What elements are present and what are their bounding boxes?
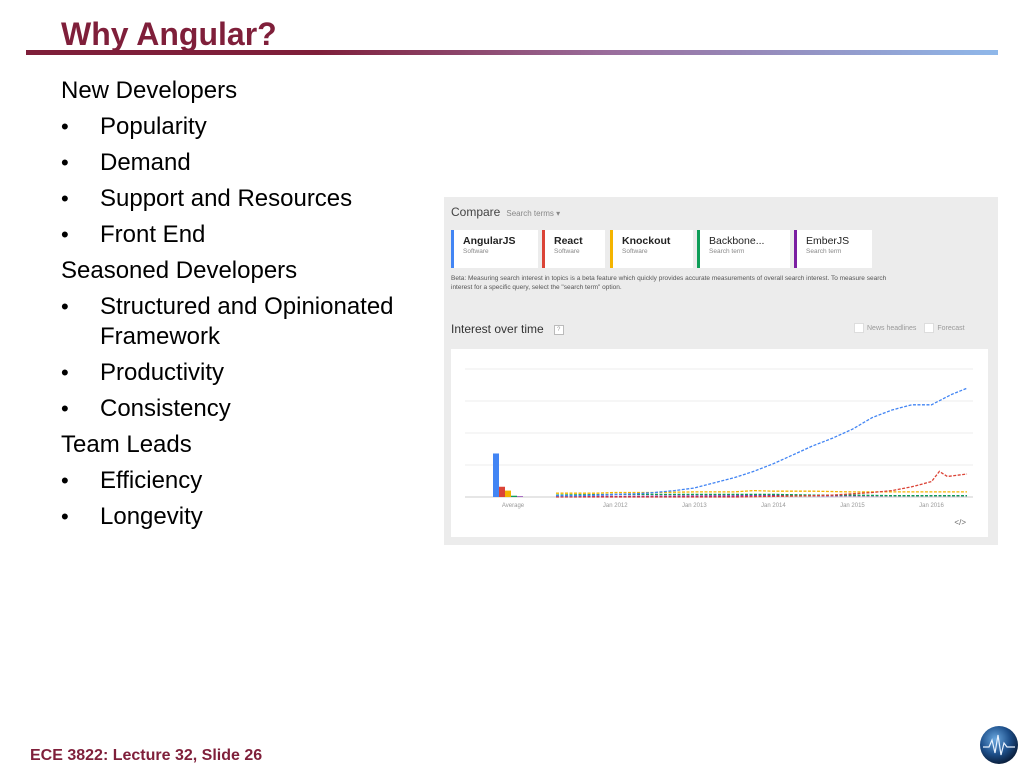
bullet-item: • Structured and Opinionated Framework xyxy=(61,292,441,352)
group-heading: Team Leads xyxy=(61,431,192,458)
term-type: Search term xyxy=(709,248,745,255)
bullet-item: • Longevity xyxy=(61,502,441,532)
beta-note: Beta: Measuring search interest in topic… xyxy=(451,275,887,291)
term-name: React xyxy=(554,235,583,247)
bullet-dot-icon: • xyxy=(61,504,69,529)
term-card-knockout[interactable]: Knockout Software xyxy=(610,230,693,268)
term-name: Knockout xyxy=(622,235,671,247)
group-heading: New Developers xyxy=(61,77,238,104)
title-underline xyxy=(26,50,998,55)
globe-logo-icon xyxy=(980,726,1018,764)
forecast-checkbox[interactable] xyxy=(924,323,935,333)
search-terms-dropdown[interactable]: Search terms ▾ xyxy=(506,209,561,218)
bullet-item: • Support and Resources xyxy=(61,184,441,214)
bullet-text: Front End xyxy=(100,221,206,248)
series-line-react xyxy=(556,470,968,498)
interest-chart-svg: Average Jan 2012 Jan 2013 Jan 2014 Jan 2015 J… xyxy=(465,368,973,509)
bullet-text: Support and Resources xyxy=(100,185,353,212)
bullet-dot-icon: • xyxy=(61,114,69,139)
bullet-item: • Demand xyxy=(61,148,441,178)
term-type: Software xyxy=(622,248,648,255)
compare-label: Compare xyxy=(451,205,501,219)
embed-code-icon[interactable]: </> xyxy=(954,518,966,527)
x-tick-label: Jan 2016 xyxy=(919,503,944,509)
term-type: Search term xyxy=(806,248,842,255)
term-card-backbone[interactable]: Backbone... Search term xyxy=(697,230,790,268)
term-name: Backbone... xyxy=(709,235,765,247)
term-type: Software xyxy=(463,248,489,255)
bullet-dot-icon: • xyxy=(61,150,69,175)
bullet-item: • Consistency xyxy=(61,394,441,424)
series-line-angularjs xyxy=(556,387,968,497)
bullet-dot-icon: • xyxy=(61,222,69,247)
bullet-dot-icon: • xyxy=(61,468,69,493)
x-tick-label: Jan 2015 xyxy=(840,503,865,509)
bullet-dot-icon: • xyxy=(61,360,69,385)
group-heading: Seasoned Developers xyxy=(61,257,298,284)
bullet-item: • Popularity xyxy=(61,112,441,142)
average-bar-react xyxy=(499,486,505,497)
interest-title: Interest over time xyxy=(451,322,544,336)
interest-over-time-header: Interest over time? xyxy=(451,322,564,336)
bullet-dot-icon: • xyxy=(61,294,69,319)
bullet-item: • Front End xyxy=(61,220,441,250)
news-headlines-checkbox[interactable] xyxy=(854,323,864,333)
term-name: EmberJS xyxy=(806,235,850,247)
series-line-backbone xyxy=(555,493,967,497)
term-card-angularjs[interactable]: AngularJS Software xyxy=(451,230,538,268)
term-type: Software xyxy=(554,248,580,255)
chart-options: News headlines Forecast xyxy=(848,323,965,333)
x-tick-label: Jan 2012 xyxy=(603,503,628,509)
term-card-emberjs[interactable]: EmberJS Search term xyxy=(794,230,872,268)
bullet-text: Popularity xyxy=(100,113,207,140)
bullet-text: Longevity xyxy=(100,503,203,530)
term-card-react[interactable]: React Software xyxy=(542,230,605,268)
bullet-dot-icon: • xyxy=(61,186,69,211)
bullet-text: Consistency xyxy=(100,395,231,422)
x-tick-label: Jan 2013 xyxy=(682,503,707,509)
bullet-text: Efficiency xyxy=(100,467,203,494)
bullet-text: Structured and Opinionated Framework xyxy=(100,293,394,350)
forecast-label: Forecast xyxy=(937,324,965,332)
series-line-knockout xyxy=(556,489,967,494)
bullet-text: Productivity xyxy=(100,359,225,386)
average-bar-angularjs xyxy=(493,453,499,497)
term-name: AngularJS xyxy=(463,235,516,247)
compare-header: Compare Search terms ▾ xyxy=(451,205,560,219)
bullet-item: • Productivity xyxy=(61,358,441,388)
google-trends-screenshot: Compare Search terms ▾ AngularJS Software … xyxy=(444,197,998,545)
news-headlines-label: News headlines xyxy=(867,324,917,332)
bullet-dot-icon: • xyxy=(61,396,69,421)
average-bar-emberjs xyxy=(517,496,523,497)
x-tick-label: Average xyxy=(502,503,525,509)
slide-title: Why Angular? xyxy=(61,16,277,52)
average-bar-knockout xyxy=(505,490,511,497)
slide-footer: ECE 3822: Lecture 32, Slide 26 xyxy=(30,747,263,764)
interest-chart: Average Jan 2012 Jan 2013 Jan 2014 Jan 2015 J… xyxy=(451,349,988,537)
bullet-text: Demand xyxy=(100,149,191,176)
bullet-list: New Developers • Popularity • Demand • Supp… xyxy=(61,76,441,538)
bullet-item: • Efficiency xyxy=(61,466,441,496)
x-tick-label: Jan 2014 xyxy=(761,503,786,509)
average-bar-backbone xyxy=(511,495,517,497)
help-icon[interactable]: ? xyxy=(553,324,564,335)
